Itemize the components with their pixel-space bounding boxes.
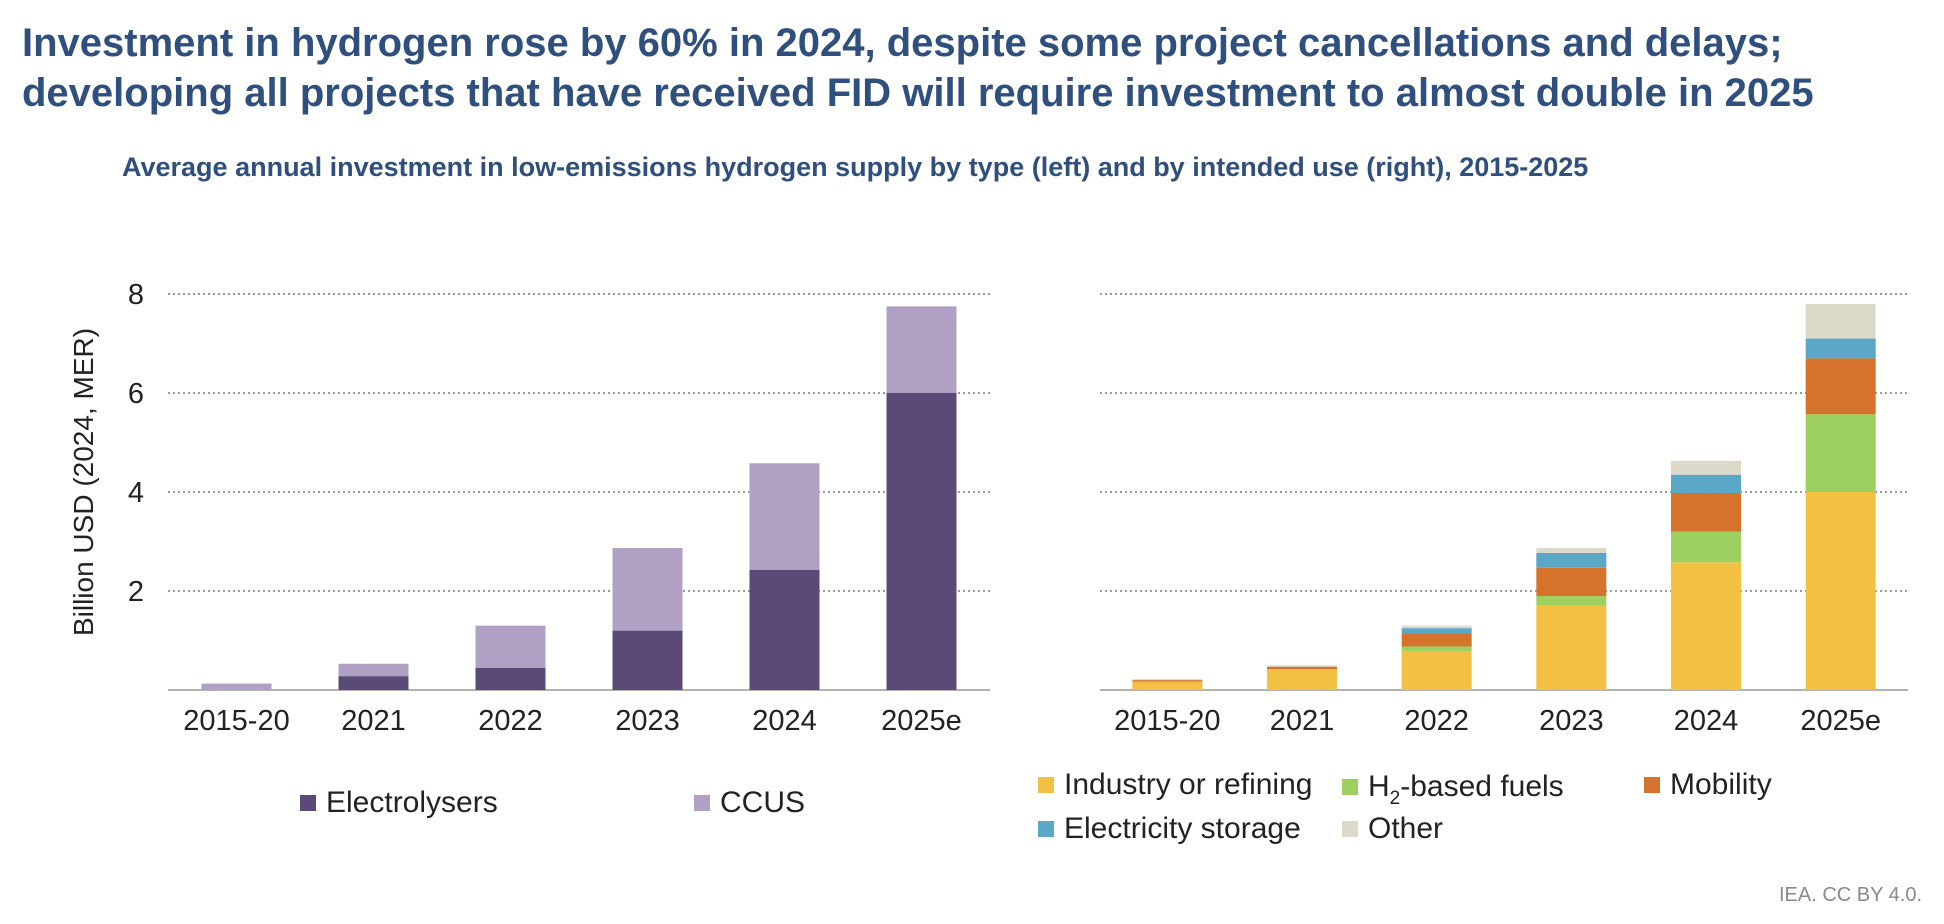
x-tick-label-1-2021: 2021 xyxy=(1270,705,1335,737)
y-tick-label-4: 4 xyxy=(128,477,144,509)
x-tick-label-1-2022: 2022 xyxy=(1404,705,1469,737)
bar-1-2025e-electricity-storage xyxy=(1805,338,1876,359)
bar-0-2021-ccus xyxy=(338,663,409,677)
bar-1-2023-industry-or-refining xyxy=(1536,605,1607,690)
legend-swatch xyxy=(1038,777,1054,793)
y-tick-label-6: 6 xyxy=(128,378,144,410)
chart-title: Investment in hydrogen rose by 60% in 20… xyxy=(22,18,1922,118)
legend-item-right-3: Electricity storage xyxy=(1038,812,1301,846)
bar-1-2021-other xyxy=(1267,665,1337,667)
bar-0-2023-ccus xyxy=(612,547,683,631)
legend-label: H2-based fuels xyxy=(1368,770,1564,809)
x-tick-label-0-2025e: 2025e xyxy=(881,705,962,737)
x-tick-label-1-2015-20: 2015-20 xyxy=(1114,705,1220,737)
bar-1-2022-mobility xyxy=(1401,633,1472,647)
bar-0-2022-electrolysers xyxy=(475,667,546,690)
legend-label: Other xyxy=(1368,812,1444,845)
bar-1-2022-electricity-storage xyxy=(1401,628,1472,634)
bar-0-2015-20-ccus xyxy=(201,683,272,690)
bar-1-2024-industry-or-refining xyxy=(1671,562,1741,690)
title-line-1: Investment in hydrogen rose by 60% in 20… xyxy=(22,21,1783,65)
legend-label: Electricity storage xyxy=(1064,812,1301,845)
y-tick-label-8: 8 xyxy=(128,279,144,311)
bar-1-2023-electricity-storage xyxy=(1536,552,1607,568)
legend-item-right-4: Other xyxy=(1342,812,1443,846)
bar-1-2015-20-industry-or-refining xyxy=(1132,681,1203,690)
legend-swatch xyxy=(1342,779,1358,795)
bar-1-2022-industry-or-refining xyxy=(1401,651,1472,690)
bar-1-2024-mobility xyxy=(1671,492,1741,532)
y-tick-label-2: 2 xyxy=(128,576,144,608)
legend-swatch xyxy=(1038,821,1054,837)
bar-1-2025e-industry-or-refining xyxy=(1805,492,1876,690)
x-tick-label-0-2023: 2023 xyxy=(615,705,680,737)
x-tick-label-0-2022: 2022 xyxy=(478,705,543,737)
legend-item-1: CCUS xyxy=(694,786,805,820)
bar-1-2024-other xyxy=(1671,460,1741,475)
title-line-2: developing all projects that have receiv… xyxy=(22,71,1814,115)
bar-1-2025e-other xyxy=(1805,303,1876,339)
bar-1-2025e-mobility xyxy=(1805,358,1876,415)
bar-0-2022-ccus xyxy=(475,625,546,668)
source-credit: IEA. CC BY 4.0. xyxy=(1778,884,1922,906)
bar-1-2015-20-mobility xyxy=(1132,680,1203,682)
bar-0-2024-ccus xyxy=(749,463,820,570)
bar-0-2025e-ccus xyxy=(886,306,957,393)
legend-label: Industry or refining xyxy=(1064,768,1313,801)
legend-item-right-1: H2-based fuels xyxy=(1342,770,1564,809)
legend-label: Mobility xyxy=(1670,768,1772,801)
x-tick-label-0-2021: 2021 xyxy=(341,705,406,737)
legend-swatch xyxy=(1644,777,1660,793)
bar-1-2015-20-other xyxy=(1132,679,1203,681)
legend-swatch xyxy=(300,795,316,811)
bar-1-2023-h2-based-fuels xyxy=(1536,595,1607,606)
bar-1-2021-industry-or-refining xyxy=(1267,669,1337,690)
legend-item-right-0: Industry or refining xyxy=(1038,768,1312,802)
legend-swatch xyxy=(694,795,710,811)
bar-1-2025e-h2-based-fuels xyxy=(1805,414,1876,492)
bar-1-2022-other xyxy=(1401,625,1472,629)
x-tick-label-0-2024: 2024 xyxy=(752,705,817,737)
x-tick-label-1-2023: 2023 xyxy=(1539,705,1604,737)
bar-1-2022-h2-based-fuels xyxy=(1401,646,1472,652)
legend-label: CCUS xyxy=(720,786,806,819)
chart-subtitle: Average annual investment in low-emissio… xyxy=(122,152,1589,182)
y-axis-label: Billion USD (2024, MER) xyxy=(68,328,99,636)
bar-1-2024-h2-based-fuels xyxy=(1671,531,1741,563)
bar-1-2023-mobility xyxy=(1536,567,1607,596)
bar-0-2023-electrolysers xyxy=(612,630,683,690)
bar-0-2021-electrolysers xyxy=(338,676,409,690)
bar-1-2024-electricity-storage xyxy=(1671,474,1741,493)
bar-1-2023-other xyxy=(1536,547,1607,553)
bar-0-2025e-electrolysers xyxy=(886,393,957,690)
bar-0-2024-electrolysers xyxy=(749,569,820,690)
x-tick-label-0-2015-20: 2015-20 xyxy=(183,705,289,737)
legend-item-right-2: Mobility xyxy=(1644,768,1772,802)
bar-1-2021-mobility xyxy=(1267,666,1337,670)
legend-label: Electrolysers xyxy=(326,786,498,819)
legend-item-0: Electrolysers xyxy=(300,786,498,820)
x-tick-label-1-2025e: 2025e xyxy=(1800,705,1881,737)
legend-swatch xyxy=(1342,821,1358,837)
x-tick-label-1-2024: 2024 xyxy=(1674,705,1739,737)
